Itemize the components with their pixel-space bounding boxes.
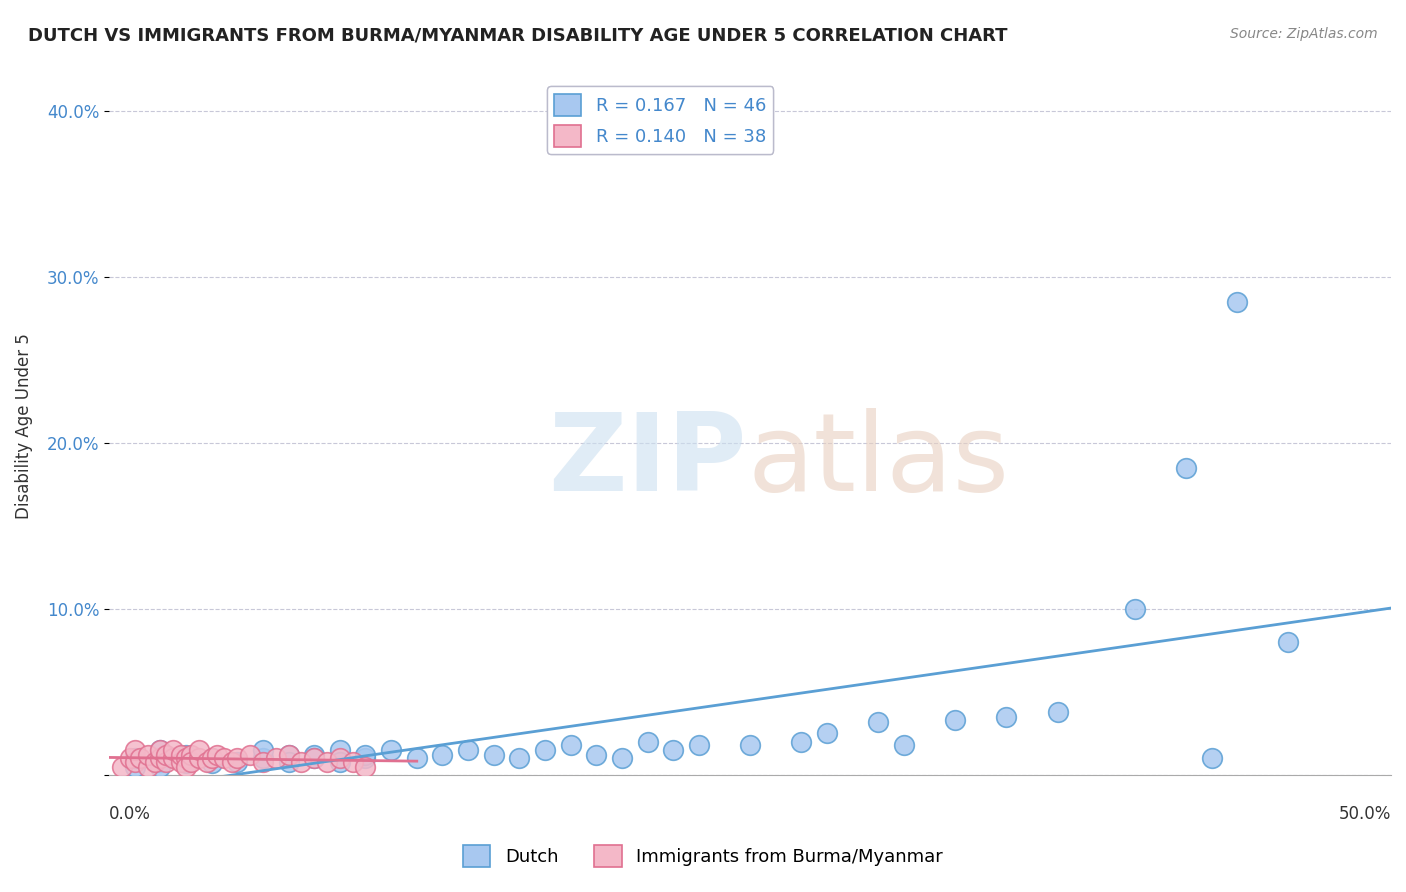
Point bbox=[162, 743, 184, 757]
Point bbox=[264, 751, 287, 765]
Point bbox=[277, 747, 299, 762]
Point bbox=[893, 738, 915, 752]
Point bbox=[1046, 705, 1069, 719]
Point bbox=[155, 747, 177, 762]
Text: DUTCH VS IMMIGRANTS FROM BURMA/MYANMAR DISABILITY AGE UNDER 5 CORRELATION CHART: DUTCH VS IMMIGRANTS FROM BURMA/MYANMAR D… bbox=[28, 27, 1008, 45]
Point bbox=[405, 751, 427, 765]
Point bbox=[277, 747, 299, 762]
Legend: R = 0.167   N = 46, R = 0.140   N = 38: R = 0.167 N = 46, R = 0.140 N = 38 bbox=[547, 87, 773, 154]
Point bbox=[180, 747, 202, 762]
Point bbox=[316, 755, 339, 769]
Text: 50.0%: 50.0% bbox=[1339, 805, 1391, 823]
Point bbox=[560, 738, 582, 752]
Point bbox=[174, 759, 197, 773]
Legend: Dutch, Immigrants from Burma/Myanmar: Dutch, Immigrants from Burma/Myanmar bbox=[456, 838, 950, 874]
Point bbox=[174, 756, 197, 771]
Point bbox=[201, 751, 224, 765]
Point bbox=[128, 751, 150, 765]
Point bbox=[534, 743, 557, 757]
Point bbox=[124, 743, 146, 757]
Point bbox=[290, 755, 312, 769]
Point bbox=[380, 743, 402, 757]
Point bbox=[868, 714, 890, 729]
Point bbox=[252, 751, 274, 765]
Point bbox=[143, 755, 166, 769]
Point bbox=[221, 755, 243, 769]
Point bbox=[815, 726, 838, 740]
Point bbox=[610, 751, 633, 765]
Point bbox=[302, 751, 325, 765]
Point bbox=[226, 751, 249, 765]
Point bbox=[124, 751, 146, 765]
Point bbox=[124, 759, 146, 773]
Point bbox=[195, 755, 218, 769]
Point bbox=[457, 743, 479, 757]
Point bbox=[342, 755, 364, 769]
Point bbox=[329, 743, 352, 757]
Point bbox=[155, 755, 177, 769]
Point bbox=[302, 747, 325, 762]
Point bbox=[214, 751, 236, 765]
Point bbox=[226, 755, 249, 769]
Point bbox=[585, 747, 607, 762]
Point bbox=[174, 751, 197, 765]
Point bbox=[180, 755, 202, 769]
Point bbox=[252, 743, 274, 757]
Point bbox=[354, 751, 377, 765]
Point bbox=[118, 751, 141, 765]
Point bbox=[943, 713, 966, 727]
Point bbox=[149, 751, 172, 765]
Point bbox=[1277, 635, 1299, 649]
Y-axis label: Disability Age Under 5: Disability Age Under 5 bbox=[15, 334, 32, 519]
Point bbox=[1201, 751, 1223, 765]
Point bbox=[432, 747, 454, 762]
Point bbox=[277, 755, 299, 769]
Point bbox=[201, 756, 224, 771]
Point bbox=[354, 747, 377, 762]
Point bbox=[187, 751, 209, 765]
Point bbox=[508, 751, 530, 765]
Point bbox=[149, 743, 172, 757]
Point bbox=[239, 747, 262, 762]
Point bbox=[170, 755, 193, 769]
Point bbox=[1123, 602, 1146, 616]
Point bbox=[149, 759, 172, 773]
Point bbox=[174, 747, 197, 762]
Text: ZIP: ZIP bbox=[548, 408, 747, 514]
Point bbox=[124, 755, 146, 769]
Text: atlas: atlas bbox=[747, 408, 1010, 514]
Point bbox=[136, 759, 159, 773]
Point bbox=[111, 759, 134, 773]
Point bbox=[329, 751, 352, 765]
Point bbox=[1174, 460, 1197, 475]
Point bbox=[187, 743, 209, 757]
Text: Source: ZipAtlas.com: Source: ZipAtlas.com bbox=[1230, 27, 1378, 41]
Point bbox=[662, 743, 685, 757]
Point bbox=[162, 751, 184, 765]
Point bbox=[205, 747, 228, 762]
Point bbox=[170, 747, 193, 762]
Point bbox=[688, 738, 710, 752]
Point bbox=[482, 747, 505, 762]
Point bbox=[201, 751, 224, 765]
Text: 0.0%: 0.0% bbox=[110, 805, 150, 823]
Point bbox=[149, 743, 172, 757]
Point bbox=[637, 735, 659, 749]
Point bbox=[354, 759, 377, 773]
Point bbox=[252, 755, 274, 769]
Point bbox=[149, 755, 172, 769]
Point bbox=[995, 710, 1018, 724]
Point bbox=[790, 735, 813, 749]
Point bbox=[136, 747, 159, 762]
Point bbox=[302, 751, 325, 765]
Point bbox=[738, 738, 761, 752]
Point bbox=[329, 755, 352, 769]
Point bbox=[1226, 294, 1249, 309]
